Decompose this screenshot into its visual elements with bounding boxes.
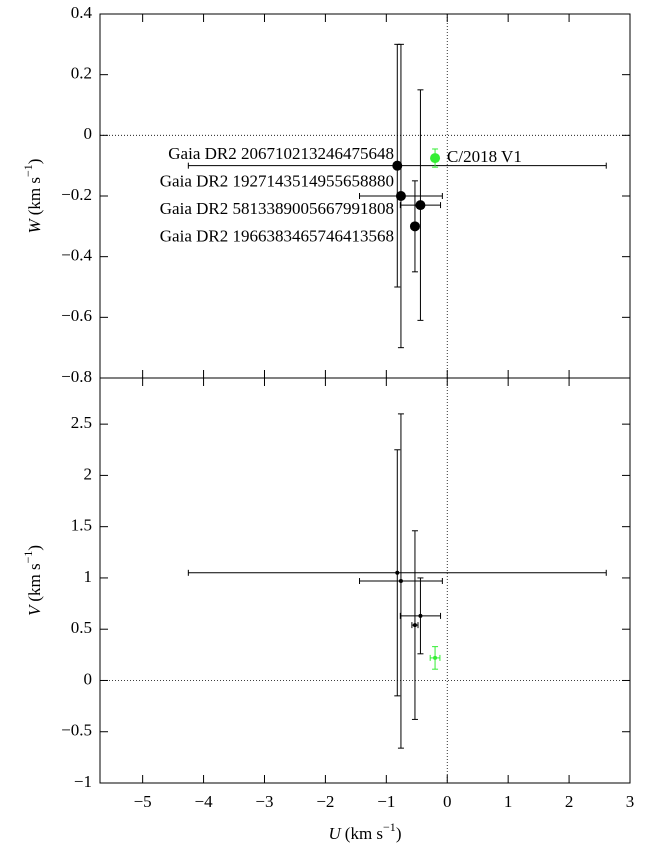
y-tick-label: 1.5 — [71, 516, 92, 535]
series-label: C/2018 V1 — [447, 147, 522, 166]
point-label: Gaia DR2 5813389005667991808 — [160, 199, 394, 218]
x-label-unit: (km s — [345, 824, 383, 843]
y-tick-label: 0.4 — [71, 3, 93, 22]
y-tick-label: −0.6 — [61, 306, 92, 325]
x-axis-label: U (km s−1) — [329, 820, 402, 843]
point-label: Gaia DR2 1966383465746413568 — [160, 226, 394, 245]
y-tick-label: −0.5 — [61, 721, 92, 740]
point — [409, 221, 420, 232]
y-axis-label: V (km s−1) — [21, 545, 44, 616]
y-label-unit: (km s — [25, 177, 44, 215]
y-tick-label: −0.2 — [61, 185, 92, 204]
x-tick-label: 1 — [504, 792, 513, 811]
x-tick-label: −4 — [195, 792, 214, 811]
y-tick-label: 0 — [84, 124, 93, 143]
point-label: Gaia DR2 206710213246475648 — [168, 144, 394, 163]
x-label-close: ) — [396, 824, 402, 843]
y-tick-label: 0 — [84, 669, 93, 688]
x-tick-label: −5 — [134, 792, 152, 811]
y-label-exp: −1 — [21, 551, 35, 564]
x-tick-label: 0 — [443, 792, 452, 811]
y-label-exp: −1 — [21, 164, 35, 177]
point — [412, 623, 417, 628]
x-label-exp: −1 — [383, 820, 396, 834]
plot-frame — [99, 377, 631, 784]
point — [392, 160, 403, 171]
point-label: Gaia DR2 1927143514955658880 — [160, 171, 394, 190]
y-label-symbol: W — [25, 217, 44, 233]
y-label-close: ) — [25, 159, 44, 165]
y-tick-label: 2 — [84, 464, 93, 483]
y-tick-label: 1 — [84, 567, 93, 586]
y-tick-label: −0.8 — [61, 367, 92, 386]
point — [395, 570, 400, 575]
point — [433, 655, 438, 660]
y-label-close: ) — [25, 545, 44, 551]
x-label-symbol: U — [329, 824, 343, 843]
point — [415, 200, 426, 211]
x-tick-label: 3 — [626, 792, 635, 811]
y-label-symbol: V — [25, 603, 44, 616]
y-label-unit: (km s — [25, 563, 44, 601]
y-tick-label: 0.5 — [71, 618, 92, 637]
x-tick-label: −2 — [316, 792, 334, 811]
y-tick-label: −1 — [74, 772, 92, 791]
y-tick-label: 2.5 — [71, 413, 92, 432]
y-axis-label: W (km s−1) — [21, 159, 44, 234]
point — [418, 613, 423, 618]
point — [430, 153, 441, 164]
y-tick-label: 0.2 — [71, 64, 92, 83]
point — [395, 191, 406, 201]
x-tick-label: 2 — [565, 792, 574, 811]
y-tick-label: −0.4 — [61, 246, 92, 265]
point — [398, 579, 403, 584]
x-tick-label: −3 — [255, 792, 273, 811]
x-tick-label: −1 — [377, 792, 395, 811]
